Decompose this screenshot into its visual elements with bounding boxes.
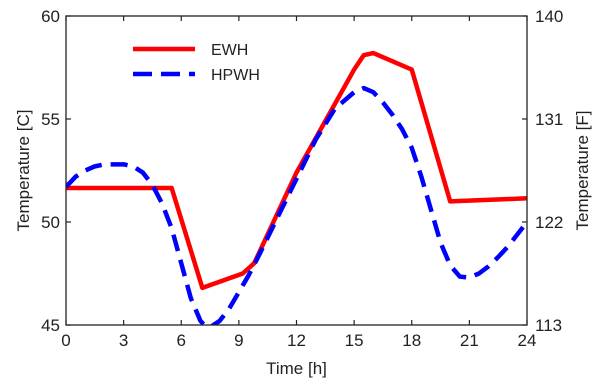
y-tick-label-left: 50 [41, 213, 60, 232]
x-tick-label: 0 [61, 331, 70, 350]
x-tick-label: 3 [119, 331, 128, 350]
y-tick-label-right: 113 [535, 316, 562, 335]
x-tick-label: 12 [287, 331, 306, 350]
right-axis-ticks: 113 122 131 140 [522, 7, 563, 335]
legend: EWH HPWH [133, 42, 260, 84]
legend-label-ewh: EWH [211, 42, 248, 59]
x-tick-label: 6 [177, 331, 186, 350]
x-tick-label: 15 [345, 331, 364, 350]
y-tick-label-left: 55 [41, 110, 60, 129]
y-tick-label-right: 131 [535, 110, 563, 129]
y-axis-label-right: Temperature [F] [573, 111, 592, 231]
x-tick-label: 9 [234, 331, 243, 350]
y-axis-label-left: Temperature [C] [14, 110, 33, 232]
x-tick-label: 24 [518, 331, 537, 350]
bottom-axis-ticks: 0 3 6 9 12 15 18 21 24 [61, 16, 536, 350]
x-axis-label: Time [h] [266, 359, 327, 378]
legend-label-hpwh: HPWH [211, 67, 260, 84]
series-line-ewh [66, 50, 527, 291]
y-tick-label-left: 45 [41, 316, 60, 335]
y-tick-label-left: 60 [41, 7, 60, 26]
x-tick-label: 18 [402, 331, 421, 350]
plot-area [66, 50, 527, 325]
y-tick-label-right: 122 [535, 213, 563, 232]
left-axis-ticks: 45 50 55 60 [41, 7, 71, 335]
series-line-hpwh [66, 85, 527, 325]
y-tick-label-right: 140 [535, 7, 563, 26]
x-tick-label: 21 [460, 331, 479, 350]
